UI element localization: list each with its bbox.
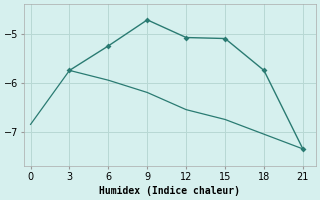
X-axis label: Humidex (Indice chaleur): Humidex (Indice chaleur) (100, 186, 240, 196)
